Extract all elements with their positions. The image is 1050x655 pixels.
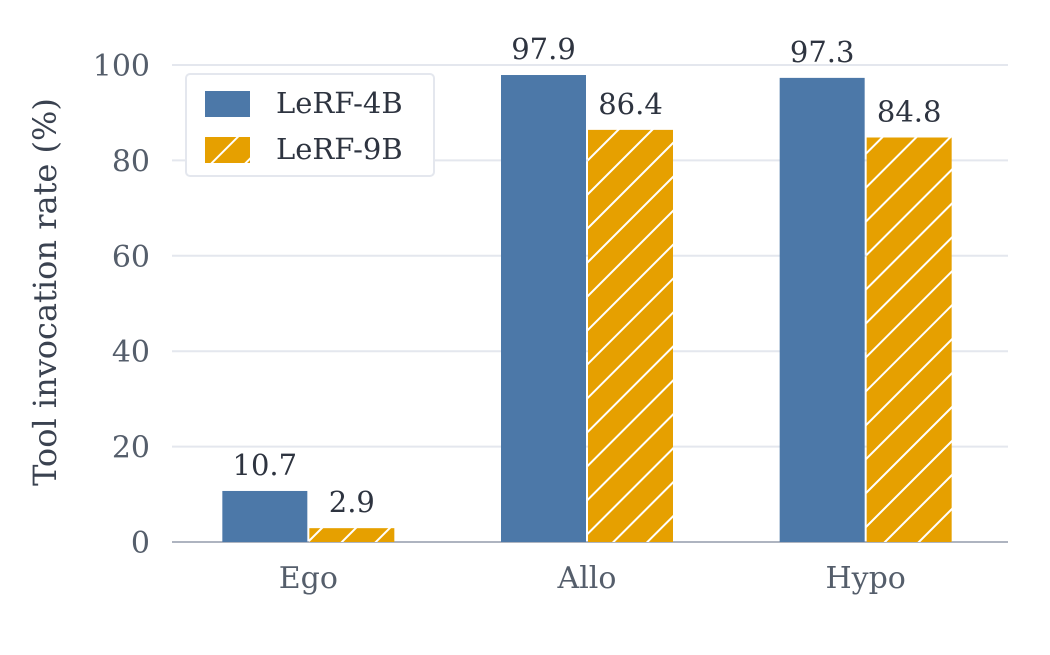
data-labels: 10.7 2.9 97.9 86.4 97.3 84.8 <box>233 32 942 519</box>
x-tick-label-allo: Allo <box>557 561 617 596</box>
x-tick-label-hypo: Hypo <box>825 561 905 596</box>
y-tick-label-0: 0 <box>131 526 150 561</box>
bars <box>222 75 952 542</box>
legend-label-lerf-4b: LeRF-4B <box>276 86 403 120</box>
y-tick-label-20: 20 <box>112 431 150 466</box>
data-label-lerf-9b-allo: 86.4 <box>598 87 663 121</box>
legend: LeRF-4B LeRF-9B <box>185 73 435 177</box>
bar-lerf-9b-hypo <box>866 137 952 542</box>
bar-lerf-9b-allo <box>588 129 673 542</box>
y-tick-label-80: 80 <box>112 144 150 179</box>
data-label-lerf-4b-ego: 10.7 <box>233 448 298 482</box>
bar-lerf-4b-hypo <box>779 77 865 542</box>
y-tick-label-60: 60 <box>112 240 150 275</box>
legend-swatch-lerf-9b <box>205 137 250 163</box>
x-tick-label-ego: Ego <box>279 561 338 596</box>
data-label-lerf-4b-hypo: 97.3 <box>790 35 855 69</box>
x-tick-labels: Ego Allo Hypo <box>279 561 906 596</box>
data-label-lerf-4b-allo: 97.9 <box>511 32 576 66</box>
bar-lerf-9b-ego <box>309 528 395 542</box>
y-tick-label-40: 40 <box>112 335 150 370</box>
legend-label-lerf-9b: LeRF-9B <box>276 132 403 166</box>
bar-lerf-4b-ego <box>222 490 308 542</box>
y-axis-title: Tool invocation rate (%) <box>26 98 64 486</box>
data-label-lerf-9b-ego: 2.9 <box>329 485 375 519</box>
data-label-lerf-9b-hypo: 84.8 <box>877 95 942 129</box>
legend-swatch-lerf-4b <box>205 91 250 117</box>
y-tick-label-100: 100 <box>93 49 150 84</box>
y-tick-labels: 0 20 40 60 80 100 <box>93 49 150 561</box>
bar-lerf-4b-allo <box>501 75 586 542</box>
